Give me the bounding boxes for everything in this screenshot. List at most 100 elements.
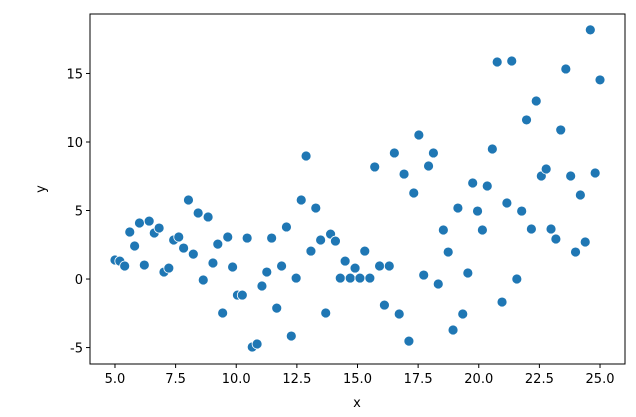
x-tick-label: 10.0 <box>222 372 251 387</box>
scatter-point <box>457 308 469 320</box>
scatter-point <box>212 238 224 250</box>
scatter-point <box>359 245 371 257</box>
scatter-point <box>540 163 552 175</box>
scatter-point <box>315 234 327 246</box>
scatter-point <box>501 197 513 209</box>
scatter-point <box>506 55 518 67</box>
x-tick-label: 25.0 <box>586 372 615 387</box>
scatter-point <box>178 242 190 254</box>
scatter-point <box>398 168 410 180</box>
scatter-point <box>281 221 292 233</box>
scatter-point <box>584 24 596 36</box>
x-axis-label: x <box>353 396 361 411</box>
scatter-point <box>134 217 145 229</box>
scatter-point <box>418 269 430 281</box>
scatter-point <box>334 272 346 284</box>
scatter-point <box>266 232 278 244</box>
scatter-point <box>192 207 204 219</box>
scatter-point <box>374 260 385 272</box>
x-tick-label: 15.0 <box>343 372 372 387</box>
x-tick-label: 17.5 <box>404 372 433 387</box>
x-tick-label: 7.5 <box>165 372 186 387</box>
scatter-point <box>271 302 283 314</box>
scatter-point <box>467 177 479 189</box>
scatter-point <box>516 205 528 217</box>
scatter-point <box>222 231 234 243</box>
y-tick-label: 10 <box>66 136 83 151</box>
scatter-point <box>310 202 322 214</box>
scatter-point <box>574 189 586 201</box>
scatter-point <box>530 95 542 107</box>
scatter-point <box>452 202 464 214</box>
scatter-point <box>476 224 488 236</box>
scatter-point <box>383 260 395 272</box>
x-tick-label: 12.5 <box>282 372 311 387</box>
x-tick-label: 5.0 <box>105 372 126 387</box>
scatter-point <box>187 248 199 260</box>
scatter-point <box>589 167 601 179</box>
scatter-point <box>442 246 454 258</box>
scatter-point <box>207 257 219 269</box>
scatter-point <box>511 273 523 285</box>
scatter-point <box>594 74 606 86</box>
scatter-point <box>413 129 425 141</box>
scatter-point <box>138 259 150 271</box>
scatter-point <box>545 223 557 235</box>
scatter-point <box>428 147 439 159</box>
y-tick-label: 5 <box>75 205 83 220</box>
scatter-point <box>403 335 415 347</box>
scatter-point <box>295 194 307 206</box>
scatter-point <box>550 233 562 245</box>
scatter-point <box>481 180 493 192</box>
scatter-point <box>491 56 503 68</box>
scatter-point <box>525 223 537 235</box>
scatter-point <box>227 261 239 273</box>
scatter-point <box>486 143 498 155</box>
scatter-point <box>285 330 297 342</box>
scatter-point <box>330 235 341 247</box>
scatter-point <box>369 161 381 173</box>
scatter-point <box>364 272 376 284</box>
scatter-point <box>173 231 185 243</box>
scatter-point <box>290 272 302 284</box>
y-tick-label: 0 <box>75 273 83 288</box>
plot-frame <box>89 13 626 365</box>
scatter-point <box>143 215 155 227</box>
scatter-point <box>236 289 248 301</box>
scatter-point <box>565 170 577 182</box>
scatter-point <box>349 262 361 274</box>
scatter-point <box>388 147 400 159</box>
x-tick-label: 22.5 <box>525 372 554 387</box>
scatter-point <box>119 260 131 272</box>
scatter-point <box>256 280 268 292</box>
y-axis-label: y <box>34 185 49 193</box>
scatter-point <box>472 205 483 217</box>
scatter-point <box>555 124 567 136</box>
scatter-point <box>261 266 273 278</box>
scatter-point <box>129 240 141 252</box>
scatter-point <box>432 278 444 290</box>
scatter-point <box>344 272 356 284</box>
scatter-point <box>153 222 165 234</box>
scatter-point <box>241 232 253 244</box>
scatter-point <box>163 262 175 274</box>
scatter-point <box>217 307 229 319</box>
scatter-point <box>183 194 194 206</box>
scatter-point <box>251 338 263 350</box>
scatter-point <box>197 274 209 286</box>
scatter-point <box>124 226 136 238</box>
scatter-point <box>462 267 474 279</box>
scatter-point <box>579 236 591 248</box>
scatter-point <box>408 187 420 199</box>
scatter-point <box>202 211 214 223</box>
scatter-point <box>496 296 508 308</box>
scatter-point <box>423 160 434 172</box>
scatter-point <box>379 299 390 311</box>
scatter-point <box>276 260 287 272</box>
scatter-point <box>447 324 459 336</box>
scatter-point <box>560 63 572 75</box>
scatter-point <box>437 224 449 236</box>
y-tick-label: 15 <box>66 67 83 82</box>
scatter-point <box>305 245 317 257</box>
